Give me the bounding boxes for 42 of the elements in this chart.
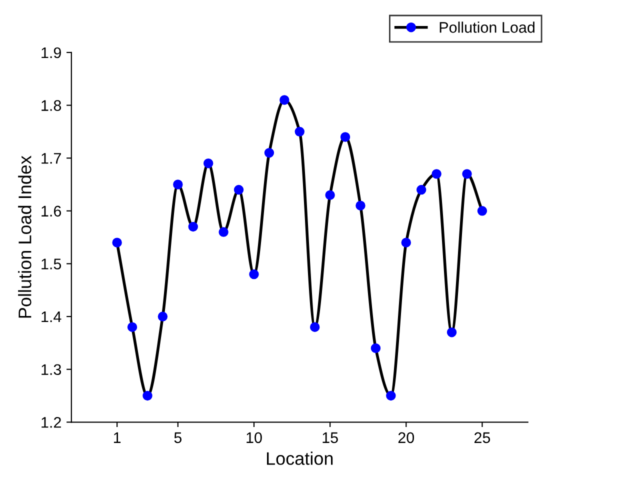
point [432,169,442,179]
y-tick-label: 1.7 [42,153,61,164]
point [142,390,152,401]
point [416,184,426,195]
x-tick-label: 25 [474,432,490,444]
point [310,322,320,332]
point [218,227,228,237]
point [356,200,366,210]
x-tick-label: 1 [114,432,121,443]
point [462,169,472,179]
point [188,222,198,232]
point [234,184,244,195]
legend-label: Pollution Load [440,22,534,33]
point [370,343,381,354]
x-tick-label: 20 [398,432,414,444]
y-tick-label: 1.2 [42,417,61,428]
x-tick-label: 5 [174,432,182,444]
y-axis-title: Pollution Load Index [18,156,32,318]
point [280,95,290,105]
point [446,328,457,338]
point [249,269,259,280]
point [158,312,168,322]
y-tick-label: 1.9 [42,47,61,58]
point [173,180,183,190]
x-axis-title: Location [266,452,333,465]
point [401,238,411,248]
x-tick-label: 10 [246,432,262,444]
point [340,132,350,142]
point [477,206,488,216]
y-tick-label: 1.3 [42,364,62,376]
point [264,148,274,158]
point [325,190,335,200]
point [294,126,304,137]
y-tick-label: 1.5 [42,258,62,270]
x-tick-label: 15 [322,432,338,444]
point [386,390,396,401]
point [127,322,138,332]
point [112,238,122,248]
y-tick-label: 1.4 [42,312,62,322]
y-tick-label: 1.6 [42,206,62,217]
y-tick-label: 1.8 [42,100,62,111]
point [203,158,214,168]
